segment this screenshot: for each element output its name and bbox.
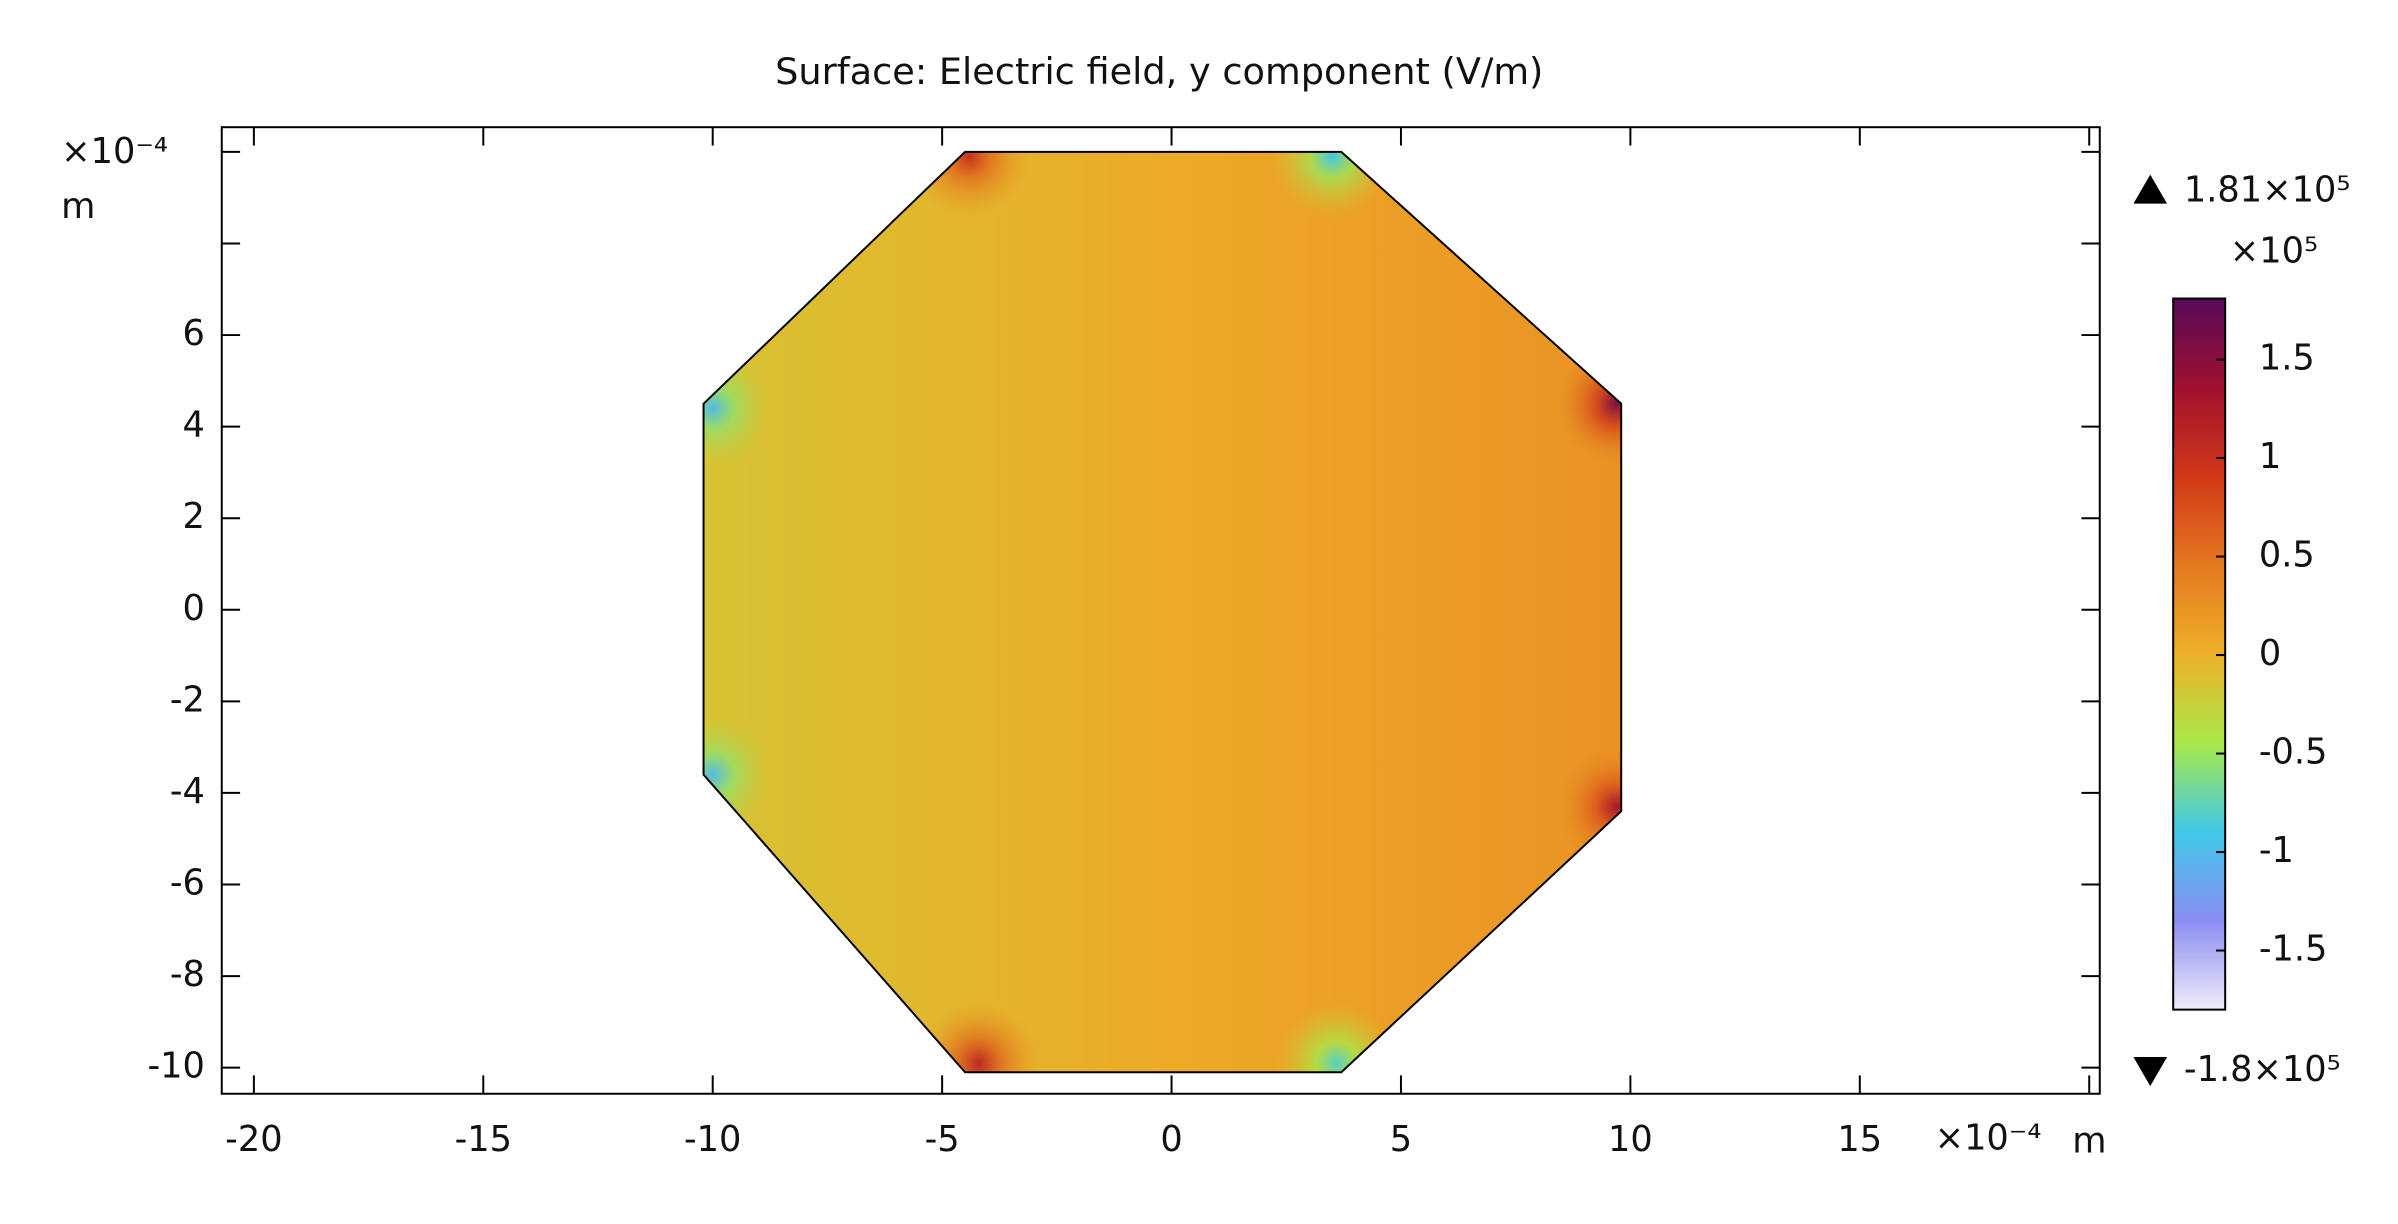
y-tick-label: -8	[170, 954, 205, 995]
y-tick-label: 0	[183, 588, 205, 629]
hotspot	[908, 151, 1031, 218]
y-tick-label: -6	[170, 862, 205, 903]
hotspot	[917, 1001, 1041, 1073]
colorbar-min: -1.8×10⁵	[2184, 1049, 2341, 1090]
boundary-outline	[702, 150, 1623, 1074]
y-multiplier: ×10⁻⁴	[61, 131, 168, 172]
hotspot	[1555, 745, 1622, 868]
colorbar-tick-label: -1.5	[2259, 929, 2328, 970]
hotspot	[703, 347, 774, 470]
y-tick-label: 2	[183, 496, 205, 537]
surface	[703, 151, 1622, 1073]
x-multiplier: ×10⁻⁴	[1935, 1118, 2042, 1159]
colorbar-tick-label: 1.5	[2259, 338, 2315, 379]
y-unit: m	[61, 186, 95, 227]
y-tick-label: -2	[170, 679, 205, 720]
x-tick-label: -5	[925, 1119, 960, 1160]
chart-title: Surface: Electric field, y component (V/…	[775, 50, 1543, 93]
y-tick-label: -4	[170, 771, 205, 812]
colorbar-tick-label: 0	[2259, 633, 2281, 674]
hotspot	[1270, 151, 1394, 218]
x-unit: m	[2072, 1121, 2106, 1162]
colorbar-tick-label: 0.5	[2259, 535, 2315, 576]
x-tick-label: 15	[1837, 1119, 1882, 1160]
y-tick-label: -10	[148, 1046, 205, 1087]
x-tick-label: -10	[684, 1119, 741, 1160]
x-tick-label: 5	[1390, 1119, 1412, 1160]
y-tick-label: 4	[183, 405, 205, 446]
colorbar-max: 1.81×10⁵	[2184, 169, 2351, 210]
x-tick-label: -20	[225, 1119, 282, 1160]
colorbar-tick-label: -0.5	[2259, 732, 2328, 773]
colorbar-tick-label: 1	[2259, 436, 2281, 477]
min-marker	[2133, 1057, 2168, 1087]
x-tick-label: -15	[455, 1119, 512, 1160]
max-marker	[2133, 174, 2168, 204]
colorbar-tick-label: -1	[2259, 830, 2294, 871]
hotspot	[1275, 1001, 1398, 1073]
colorbar-multiplier: ×10⁵	[2230, 231, 2318, 272]
x-tick-label: 10	[1608, 1119, 1653, 1160]
y-tick-label: 6	[183, 313, 205, 354]
hotspot	[703, 713, 774, 836]
x-tick-label: 0	[1160, 1119, 1182, 1160]
